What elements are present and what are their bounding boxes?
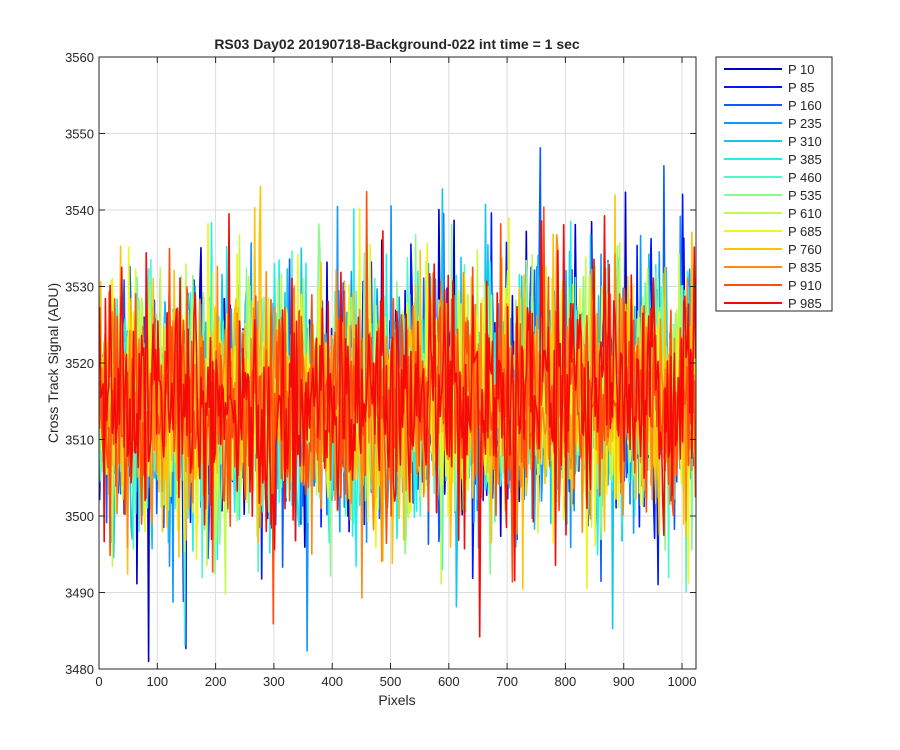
x-tick-label: 700 (496, 674, 518, 689)
legend-label: P 385 (788, 152, 822, 167)
y-tick-label: 3510 (65, 433, 94, 448)
legend-label: P 310 (788, 134, 822, 149)
y-axis-label: Cross Track Signal (ADU) (45, 283, 61, 443)
series-line-p835 (98, 234, 697, 599)
series-line-p985 (98, 213, 697, 638)
x-axis-ticks: 0 100 200 300 400 500 600 700 800 900 1000 (95, 57, 696, 689)
x-tick-label: 900 (613, 674, 635, 689)
legend-label: P 760 (788, 242, 822, 257)
legend-label: P 85 (788, 80, 815, 95)
y-tick-label: 3550 (65, 127, 94, 142)
series-lines (98, 147, 697, 663)
chart-title: RS03 Day02 20190718-Background-022 int t… (214, 36, 580, 52)
legend-label: P 835 (788, 260, 822, 275)
x-tick-label: 1000 (668, 674, 697, 689)
legend-label: P 235 (788, 116, 822, 131)
legend-label: P 985 (788, 296, 822, 311)
x-tick-label: 100 (146, 674, 168, 689)
legend-label: P 610 (788, 206, 822, 221)
x-tick-label: 800 (555, 674, 577, 689)
y-tick-label: 3530 (65, 280, 94, 295)
legend-label: P 460 (788, 170, 822, 185)
x-tick-label: 400 (321, 674, 343, 689)
legend-label: P 910 (788, 278, 822, 293)
y-tick-label: 3500 (65, 509, 94, 524)
legend-label: P 535 (788, 188, 822, 203)
y-axis-ticks: 3480 3490 3500 3510 3520 3530 3540 3550 3560 (65, 50, 696, 677)
y-tick-label: 3560 (65, 50, 94, 65)
legend-label: P 10 (788, 62, 815, 77)
y-tick-label: 3520 (65, 356, 94, 371)
x-tick-label: 300 (263, 674, 285, 689)
x-tick-label: 500 (380, 674, 402, 689)
y-tick-label: 3490 (65, 586, 94, 601)
x-tick-label: 0 (95, 674, 102, 689)
y-tick-label: 3540 (65, 203, 94, 218)
legend-box (715, 56, 833, 312)
legend: P 10 P 85 P 160 P 235 P 310 P 385 P 460 P 535 P … (715, 56, 833, 312)
x-tick-label: 600 (438, 674, 460, 689)
y-tick-label: 3480 (65, 662, 94, 677)
legend-label: P 685 (788, 224, 822, 239)
x-tick-label: 200 (205, 674, 227, 689)
x-axis-label: Pixels (378, 692, 415, 708)
legend-label: P 160 (788, 98, 822, 113)
